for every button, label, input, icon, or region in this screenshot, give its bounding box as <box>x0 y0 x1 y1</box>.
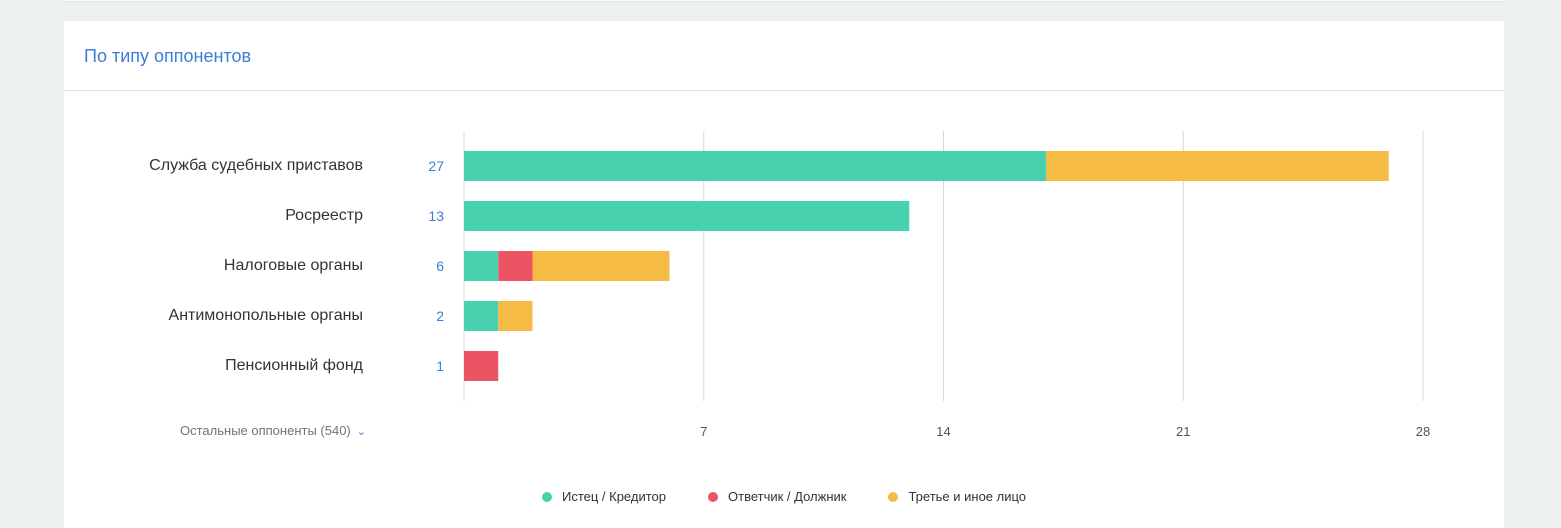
more-opponents-label: Остальные оппоненты (540) <box>180 423 351 438</box>
legend-label: Истец / Кредитор <box>561 489 666 504</box>
bar-segment[interactable] <box>498 301 533 331</box>
category-label: Антимонопольные органы <box>168 307 363 324</box>
legend-item[interactable]: Третье и иное лицо <box>888 489 1026 504</box>
chart-plot <box>463 131 1424 401</box>
bar-segment[interactable] <box>464 201 910 231</box>
opponents-bar-chart: 7 14 21 28 Служба судебных приставов 27 Росрее… <box>64 21 1504 528</box>
bar-segment[interactable] <box>464 351 499 381</box>
legend-label: Ответчик / Должник <box>728 489 847 504</box>
legend-item[interactable]: Истец / Кредитор <box>541 489 666 504</box>
category-label: Росреестр <box>285 207 363 224</box>
card-title: По типу оппонентов <box>84 46 252 66</box>
x-tick-label: 7 <box>700 424 708 439</box>
legend-dot-icon <box>888 491 899 502</box>
opponents-card: По типу оппонентов 7 14 21 28 Служба судебны… <box>64 21 1504 528</box>
bar-segment[interactable] <box>498 251 533 281</box>
bar-segment[interactable] <box>464 151 1047 181</box>
category-total[interactable]: 1 <box>436 358 444 374</box>
bar-segment[interactable] <box>1046 151 1389 181</box>
category-label: Налоговые органы <box>223 257 363 274</box>
x-tick-label: 28 <box>1415 424 1431 439</box>
category-label: Служба судебных приставов <box>149 157 363 174</box>
category-total[interactable]: 13 <box>428 208 444 224</box>
x-tick-label: 21 <box>1176 424 1191 439</box>
legend-label: Третье и иное лицо <box>908 489 1027 504</box>
bar-segment[interactable] <box>464 251 499 281</box>
chevron-down-icon: ⌄ <box>356 426 366 438</box>
previous-card-edge <box>64 0 1504 2</box>
category-total[interactable]: 27 <box>428 158 444 174</box>
category-label: Пенсионный фонд <box>225 357 363 374</box>
more-opponents-toggle[interactable]: Остальные оппоненты (540) ⌄ <box>180 423 366 440</box>
legend-item[interactable]: Ответчик / Должник <box>708 489 846 504</box>
bar-segment[interactable] <box>464 301 499 331</box>
legend-dot-icon <box>541 491 552 502</box>
legend-dot-icon <box>708 491 718 502</box>
category-total[interactable]: 2 <box>436 308 444 324</box>
card-header: По типу оппонентов <box>64 21 1504 91</box>
category-total[interactable]: 6 <box>436 258 444 274</box>
chart-legend: Истец / Кредитор Ответчик / Должник Третье… <box>64 489 1504 504</box>
bar-segment[interactable] <box>532 251 670 281</box>
x-tick-label: 14 <box>936 424 951 439</box>
